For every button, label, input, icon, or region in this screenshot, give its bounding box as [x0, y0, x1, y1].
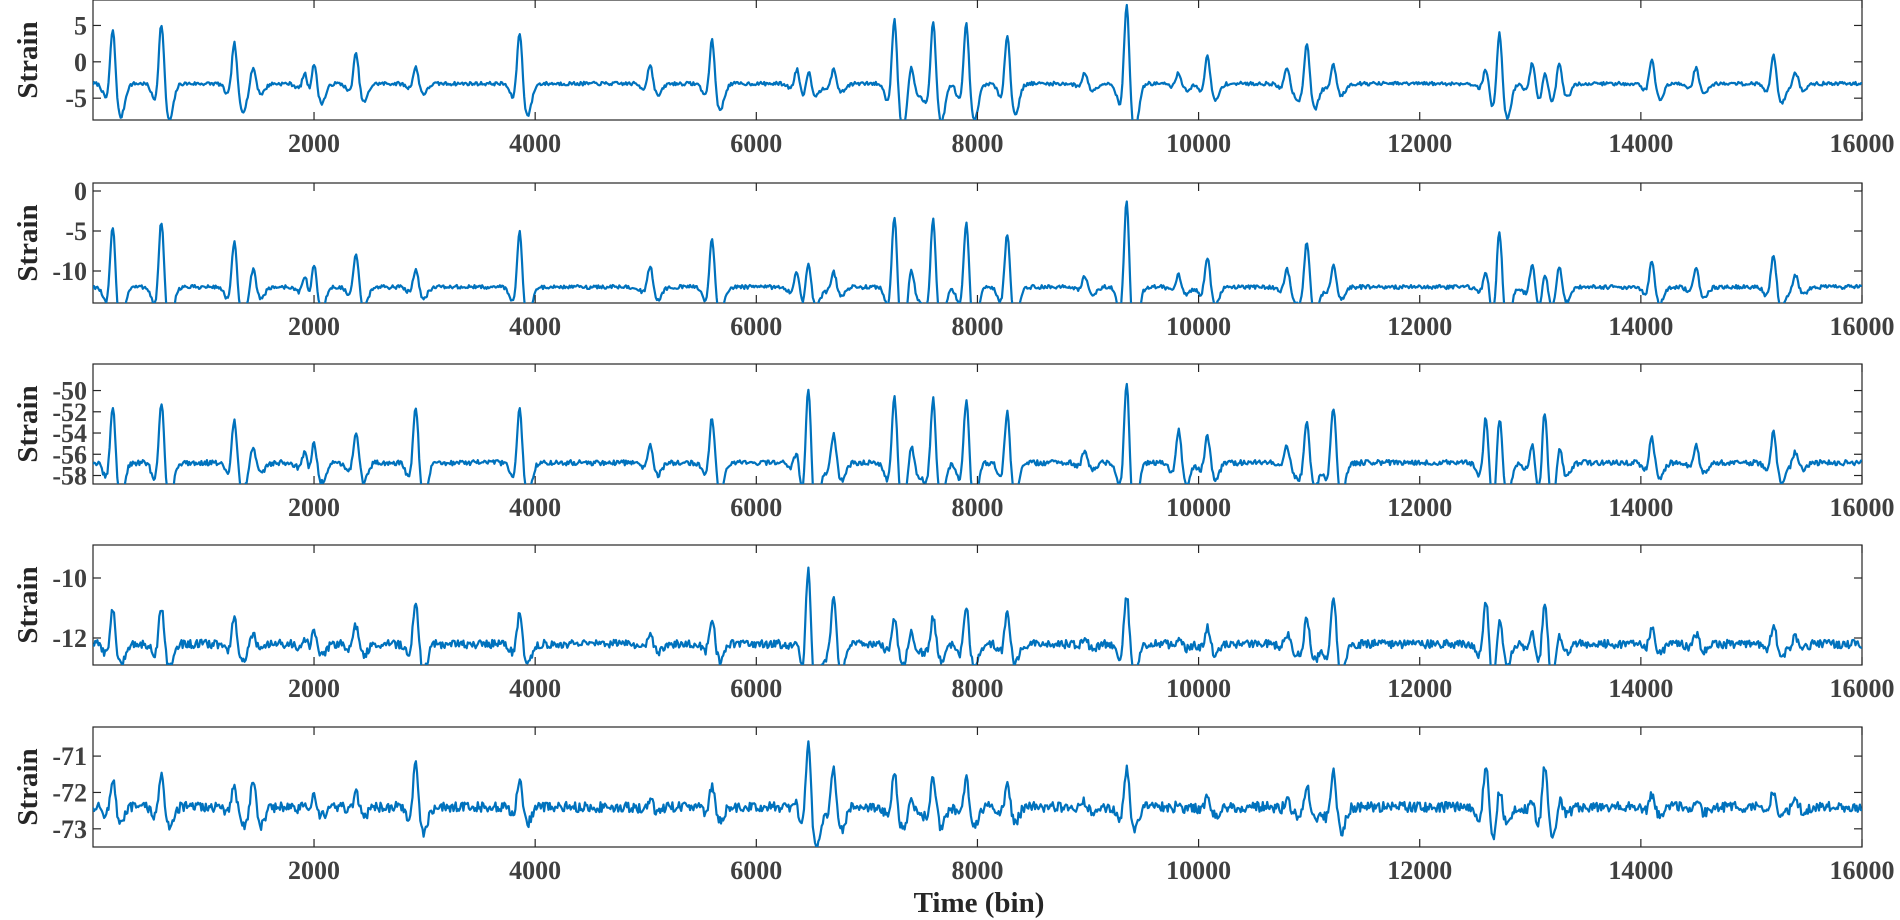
x-tick-label: 12000 — [1387, 129, 1452, 158]
x-tick-label: 6000 — [730, 312, 782, 341]
axes-box — [92, 726, 1863, 848]
x-tick-label: 14000 — [1608, 129, 1673, 158]
subplot-2: 2000 4000 6000 8000 10000 12000 14000 16000 -10 -… — [12, 177, 1895, 341]
x-tick-label: 10000 — [1166, 493, 1231, 522]
x-tick-label: 16000 — [1830, 312, 1895, 341]
y-axis-label: Strain — [12, 204, 44, 281]
subplot-stack: 2000 4000 6000 8000 10000 12000 14000 16000-505… — [12, 0, 1895, 885]
x-tick-label: 4000 — [509, 129, 561, 158]
y-tick-label: -50 — [52, 377, 87, 406]
x-tick-label: 4000 — [509, 493, 561, 522]
x-tick-label: 14000 — [1608, 674, 1673, 703]
x-tick-label: 2000 — [288, 674, 340, 703]
x-tick-label: 10000 — [1166, 674, 1231, 703]
x-tick-label: 10000 — [1166, 312, 1231, 341]
axes-box — [92, 544, 1863, 666]
y-axis-label: Strain — [12, 748, 44, 825]
y-axis-label: Strain — [12, 21, 44, 98]
x-tick-label: 8000 — [951, 493, 1003, 522]
axes-box — [92, 0, 1863, 121]
y-tick-label: -58 — [52, 462, 87, 491]
x-tick-label: 10000 — [1166, 856, 1231, 885]
x-tick-label: 16000 — [1830, 129, 1895, 158]
strain-series-5 — [93, 740, 1862, 847]
axes-box — [92, 182, 1863, 304]
y-tick-label: -71 — [52, 742, 87, 771]
x-tick-label: 12000 — [1387, 312, 1452, 341]
x-tick-label: 6000 — [730, 856, 782, 885]
x-tick-label: 16000 — [1830, 856, 1895, 885]
x-tick-label: 16000 — [1830, 674, 1895, 703]
x-tick-label: 12000 — [1387, 674, 1452, 703]
x-axis-label: Time (bin) — [914, 887, 1045, 919]
x-tick-label: 8000 — [951, 312, 1003, 341]
y-tick-label: 0 — [74, 177, 87, 206]
x-tick-label: 4000 — [509, 312, 561, 341]
strain-series-2 — [93, 200, 1862, 303]
x-tick-label: 2000 — [288, 856, 340, 885]
x-tick-label: 8000 — [951, 129, 1003, 158]
x-tick-label: 6000 — [730, 493, 782, 522]
x-tick-label: 2000 — [288, 493, 340, 522]
subplot-1: 2000 4000 6000 8000 10000 12000 14000 16000 -5 0 5… — [12, 0, 1895, 158]
axes-box — [92, 363, 1863, 485]
y-tick-label: -5 — [65, 84, 87, 113]
y-tick-label: -5 — [65, 217, 87, 246]
x-tick-label: 2000 — [288, 129, 340, 158]
y-tick-label: -10 — [52, 564, 87, 593]
x-tick-label: 6000 — [730, 674, 782, 703]
subplot-5: 2000 4000 6000 8000 10000 12000 14000 16000 -73 -… — [12, 726, 1895, 885]
x-tick-label: 12000 — [1387, 856, 1452, 885]
x-tick-label: 14000 — [1608, 856, 1673, 885]
x-tick-label: 14000 — [1608, 312, 1673, 341]
strain-series-3 — [93, 382, 1862, 484]
y-axis-label: Strain — [12, 566, 44, 643]
x-tick-label: 2000 — [288, 312, 340, 341]
subplot-4: 2000 4000 6000 8000 10000 12000 14000 16000 -12 -… — [12, 544, 1895, 703]
y-tick-label: -10 — [52, 257, 87, 286]
y-tick-label: -54 — [52, 419, 87, 448]
x-tick-label: 8000 — [951, 674, 1003, 703]
x-tick-label: 4000 — [509, 674, 561, 703]
y-tick-label: 5 — [74, 11, 87, 40]
x-tick-label: 6000 — [730, 129, 782, 158]
x-tick-label: 12000 — [1387, 493, 1452, 522]
x-tick-label: 16000 — [1830, 493, 1895, 522]
y-tick-label: -12 — [52, 624, 87, 653]
y-tick-label: -52 — [52, 398, 87, 427]
subplot-3: 2000 4000 6000 8000 10000 12000 14000 16000-58-… — [12, 363, 1895, 522]
y-tick-label: 0 — [74, 48, 87, 77]
x-tick-label: 4000 — [509, 856, 561, 885]
x-tick-label: 14000 — [1608, 493, 1673, 522]
y-tick-label: -56 — [52, 440, 87, 469]
x-tick-label: 10000 — [1166, 129, 1231, 158]
y-tick-label: -73 — [52, 815, 87, 844]
x-tick-label: 8000 — [951, 856, 1003, 885]
y-tick-label: -72 — [52, 778, 87, 807]
y-axis-label: Strain — [12, 385, 44, 462]
